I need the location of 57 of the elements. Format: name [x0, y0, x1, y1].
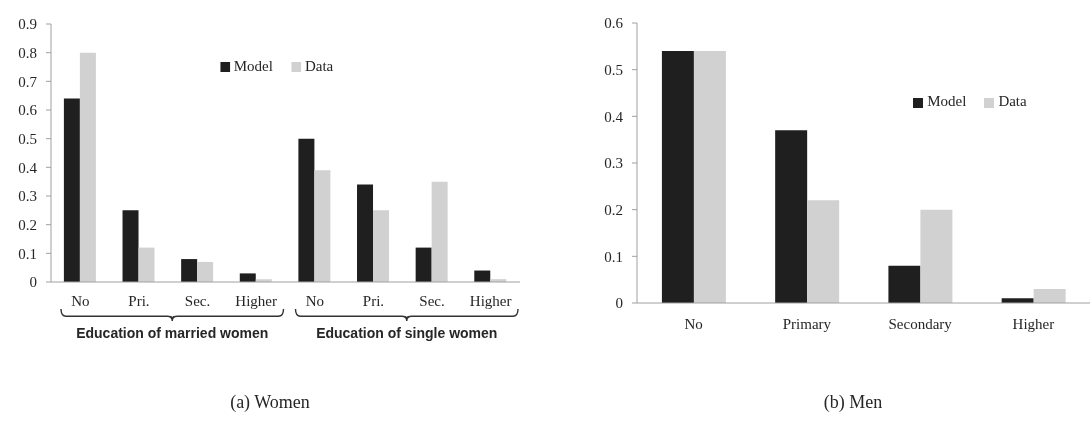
bar — [197, 261, 214, 282]
y-tick-label: 0.4 — [18, 159, 38, 176]
x-tick-label: Higher — [469, 292, 512, 309]
legend-label: Data — [304, 57, 334, 74]
text: (b) Men — [822, 392, 884, 413]
bar — [920, 209, 953, 303]
x-tick-label: Primary — [782, 315, 832, 332]
y-tick-label: 0 — [615, 295, 623, 312]
y-tick-label: 0.9 — [18, 16, 37, 33]
y-tick-label: 0.7 — [18, 73, 38, 90]
bar — [79, 52, 96, 282]
bar — [1033, 289, 1066, 303]
x-tick-label: Pri. — [362, 292, 385, 309]
x-tick-label: No — [684, 315, 703, 332]
y-tick-label: 0.3 — [18, 188, 37, 205]
y-tick-label: 0.8 — [18, 44, 37, 61]
x-tick-label: Sec. — [419, 292, 445, 309]
bar — [314, 170, 331, 282]
y-tick-label: 0.4 — [604, 108, 624, 125]
text: Education of single women — [316, 325, 498, 341]
y-tick-label: 0.2 — [18, 216, 37, 233]
y-tick-label: 0.1 — [18, 245, 37, 262]
legend-label: Model — [927, 93, 967, 109]
x-tick-label: No — [305, 292, 324, 309]
y-tick-label: 0.3 — [604, 155, 623, 172]
x-tick-label: No — [71, 292, 90, 309]
bar — [357, 184, 374, 282]
text: (a) Women — [229, 392, 311, 413]
x-tick-label: Higher — [1012, 315, 1055, 332]
y-tick-label: 0.5 — [18, 130, 37, 147]
bar — [181, 259, 198, 282]
bar — [415, 247, 432, 282]
bar — [888, 265, 921, 303]
bar — [661, 51, 694, 303]
y-tick-label: 0.2 — [604, 201, 623, 218]
bar — [775, 130, 808, 303]
y-tick-label: 0.5 — [604, 61, 623, 78]
x-tick-label: Pri. — [128, 292, 150, 309]
x-tick-label: Higher — [235, 292, 278, 309]
bar — [239, 273, 256, 282]
legend-label: Data — [998, 93, 1027, 109]
bar — [138, 247, 155, 282]
bar — [373, 210, 390, 282]
bar — [63, 98, 80, 282]
y-tick-label: 0.1 — [604, 248, 623, 265]
y-tick-label: 0 — [29, 274, 37, 291]
x-tick-label: Secondary — [888, 315, 953, 332]
y-tick-label: 0.6 — [18, 102, 38, 119]
legend-label: Model — [233, 57, 273, 74]
bar — [693, 51, 726, 303]
bar — [122, 210, 139, 282]
x-tick-label: Sec. — [184, 292, 211, 309]
bar — [431, 181, 448, 282]
bar — [807, 200, 840, 303]
text: Education of married women — [76, 325, 269, 341]
bar — [298, 138, 315, 282]
y-tick-label: 0.6 — [604, 15, 624, 32]
